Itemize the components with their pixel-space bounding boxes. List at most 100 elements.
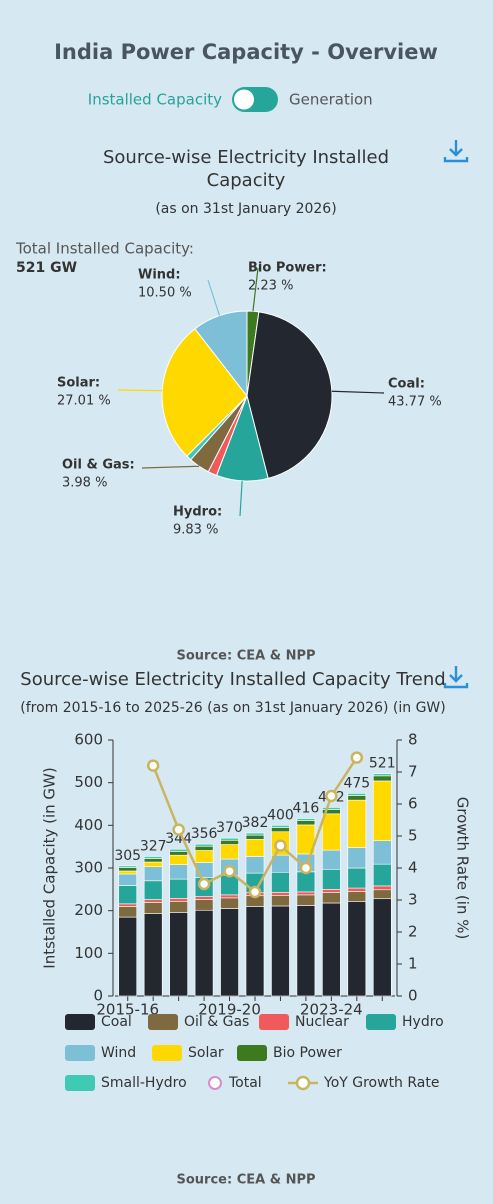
y2-tick-label: 8	[408, 731, 418, 749]
slice-value: 10.50 %	[138, 286, 192, 301]
bar-segment	[322, 892, 341, 904]
legend-swatch	[65, 1075, 95, 1091]
slice-value: 9.83 %	[173, 523, 218, 538]
growth-point	[146, 759, 160, 772]
legend-swatch	[259, 1014, 289, 1030]
legend-label: Nuclear	[295, 1014, 349, 1030]
bar-segment	[220, 874, 239, 896]
bar-segment	[220, 837, 239, 841]
bar-segment	[143, 856, 163, 859]
bar-segment	[143, 858, 163, 863]
download-button[interactable]	[443, 666, 469, 689]
total-value: 521 GW	[16, 260, 77, 276]
y-axis-title: Intstalled Capacity (in GW)	[41, 767, 59, 968]
slice-label: Coal:	[388, 377, 425, 392]
legend-item[interactable]: Nuclear	[259, 1014, 349, 1030]
bar-segment	[194, 843, 214, 847]
bar-segment	[194, 909, 214, 997]
bar-segment	[169, 854, 188, 865]
bar-segment	[245, 834, 265, 840]
y-tick-label: 300	[74, 859, 103, 877]
legend-item[interactable]: YoY Growth Rate	[288, 1075, 440, 1091]
bar-segment	[194, 896, 214, 900]
bar-segment	[347, 901, 367, 997]
legend-swatch	[152, 1045, 182, 1061]
bar-segment	[271, 827, 290, 833]
bar-segment	[347, 799, 367, 848]
slice-value: 2.23 %	[248, 279, 293, 294]
legend-item[interactable]: Bio Power	[237, 1045, 342, 1061]
bar-segment	[296, 820, 316, 826]
legend-item[interactable]: Hydro	[366, 1014, 444, 1030]
y-tick-label: 600	[74, 731, 103, 749]
leader-line	[207, 279, 221, 316]
download-button[interactable]	[443, 140, 469, 163]
legend-label: Solar	[188, 1045, 224, 1061]
total-label: 356	[191, 826, 218, 842]
total-label: 400	[267, 807, 294, 823]
y2-tick-label: 1	[408, 955, 418, 973]
pie-slice	[246, 311, 333, 479]
bar-segment	[296, 818, 316, 821]
bar-segment	[271, 892, 290, 896]
legend-item[interactable]: Coal	[65, 1014, 132, 1030]
legend-marker	[208, 1076, 222, 1090]
legend-swatch	[65, 1045, 95, 1061]
slice-label: Hydro:	[173, 505, 222, 520]
leader-line	[239, 480, 243, 517]
bar-segment	[372, 889, 392, 900]
chart-subtitle: (as on 31st January 2026)	[155, 201, 336, 217]
legend-item[interactable]: Oil & Gas	[148, 1014, 249, 1030]
y2-axis-title: Growth Rate (in %)	[454, 797, 472, 940]
x-tick-label: 2023-24	[300, 1001, 363, 1019]
bar-segment	[220, 839, 239, 845]
legend-label: Bio Power	[273, 1045, 342, 1061]
source: Source: CEA & NPP	[176, 649, 315, 664]
leader-line	[331, 390, 385, 394]
bar-segment	[322, 807, 341, 810]
y2-tick-label: 7	[408, 763, 418, 781]
growth-point	[223, 864, 236, 878]
growth-point	[248, 885, 262, 899]
bar-segment	[194, 850, 214, 863]
bar-segment	[372, 885, 392, 891]
legend-item[interactable]: Total	[208, 1075, 262, 1091]
bar-segment	[372, 898, 392, 997]
total-label: 416	[293, 801, 320, 817]
bar-segment	[143, 866, 163, 882]
bar-segment	[296, 871, 316, 893]
legend-label: YoY Growth Rate	[323, 1075, 440, 1091]
bar-segment	[169, 851, 188, 856]
bar-segment	[271, 871, 290, 893]
bar-segment	[322, 889, 341, 893]
bar-segment	[118, 865, 138, 868]
legend-item[interactable]: Small-Hydro	[65, 1075, 187, 1091]
bar-segment	[220, 894, 239, 899]
bar-segment	[169, 912, 188, 997]
x-tick-label: 2019-20	[198, 1001, 261, 1019]
toggle-right-label[interactable]: Generation	[289, 91, 373, 109]
legend-label: Total	[228, 1075, 262, 1091]
slice-label: Oil & Gas:	[62, 458, 135, 473]
bar-segment	[296, 891, 316, 896]
legend-item[interactable]: Solar	[152, 1045, 224, 1061]
bar-segment	[220, 908, 239, 997]
total-label: 475	[343, 775, 370, 791]
legend-swatch	[237, 1045, 267, 1061]
chart-title: Capacity	[207, 170, 286, 191]
bar-segment	[118, 903, 138, 907]
bar-segment	[245, 832, 265, 836]
y2-tick-label: 0	[408, 987, 418, 1005]
leader-line	[252, 267, 259, 312]
toggle-left-label[interactable]: Installed Capacity	[88, 91, 222, 109]
bar-segment	[118, 870, 138, 875]
growth-point	[274, 839, 287, 852]
bar-segment	[169, 864, 188, 880]
legend-label: Wind	[101, 1045, 136, 1061]
legend-label: Small-Hydro	[101, 1075, 187, 1091]
slice-value: 27.01 %	[57, 394, 111, 409]
legend-item[interactable]: Wind	[65, 1045, 136, 1061]
